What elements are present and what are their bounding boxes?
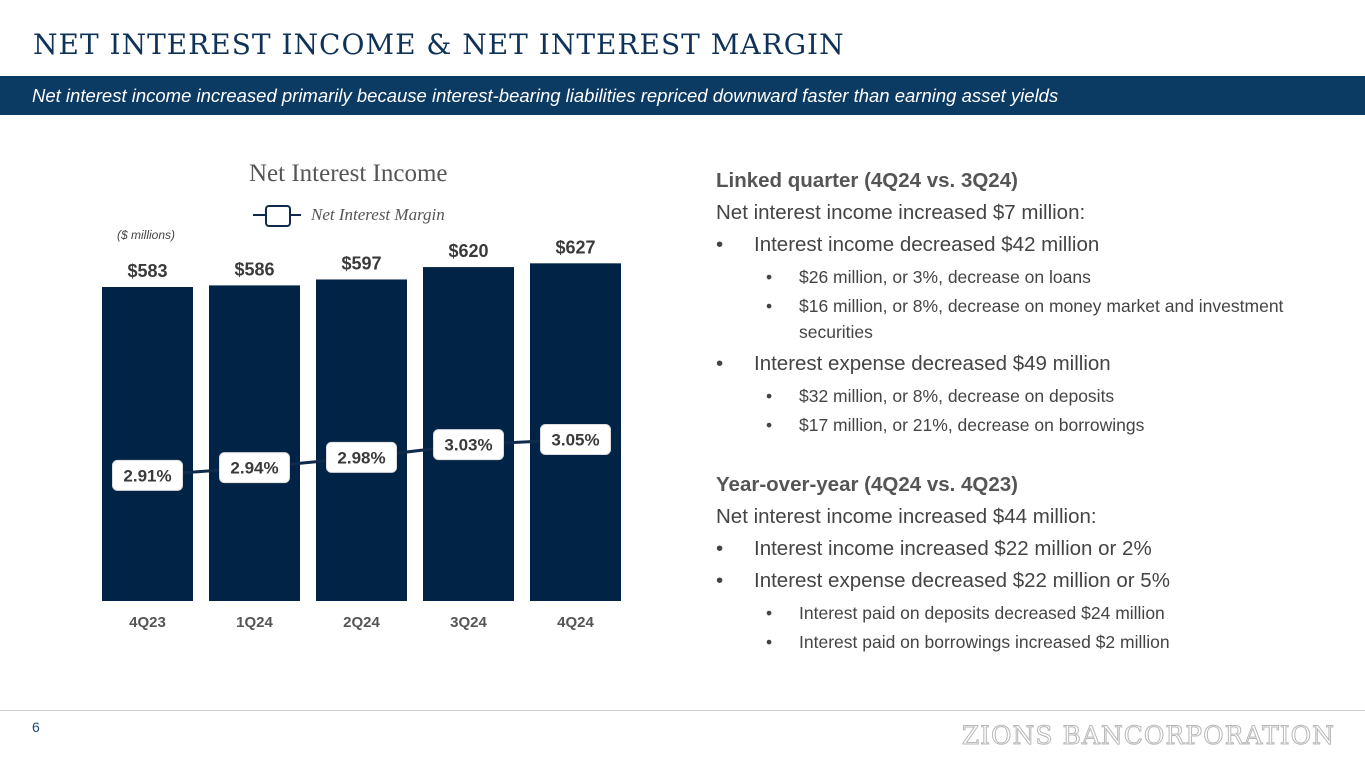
company-logo: ZIONS BANCORPORATION [961, 721, 1335, 751]
bar-value-label: $583 [127, 261, 167, 281]
chart-title: Net Interest Income [249, 160, 448, 187]
bar-value-label: $627 [555, 237, 595, 257]
margin-label-box [433, 429, 504, 461]
sub-bullet-item: Interest paid on deposits decreased $24 … [716, 600, 1336, 626]
x-tick-label: 2Q24 [343, 614, 380, 631]
margin-label-box [326, 441, 397, 473]
chart-canvas: $583 4Q23 $586 1Q24 $597 2Q24 $620 3Q24 $627 4Q24… [102, 237, 621, 631]
bar-4Q23 [102, 287, 193, 601]
bullet-item: Interest expense decreased $49 million [716, 348, 1336, 380]
margin-value-label: 2.91% [123, 466, 171, 485]
legend-label-net-interest-margin: Net Interest Margin [311, 205, 445, 224]
sub-bullet-item: Interest paid on borrowings increased $2… [716, 629, 1336, 655]
linked-quarter-heading: Linked quarter (4Q24 vs. 3Q24) [716, 169, 1018, 192]
footer-divider [0, 710, 1365, 711]
sub-bullet-item: $16 million, or 8%, decrease on money ma… [716, 293, 1336, 345]
margin-label-box [219, 452, 290, 484]
x-tick-label: 3Q24 [450, 614, 487, 631]
page-number: 6 [32, 719, 40, 735]
subtitle-text: Net interest income increased primarily … [32, 85, 1059, 106]
bullet-item: Interest expense decreased $22 million o… [716, 565, 1336, 597]
margin-value-label: 2.94% [230, 459, 278, 478]
margin-label-box [540, 423, 611, 455]
x-tick-label: 4Q24 [557, 614, 594, 631]
year-over-year-section: Year-over-year (4Q24 vs. 4Q23) Net inter… [716, 470, 1336, 655]
x-tick-label: 4Q23 [129, 614, 166, 631]
bar-value-label: $597 [341, 253, 381, 273]
margin-value-label: 2.98% [337, 448, 385, 467]
year-over-year-heading: Year-over-year (4Q24 vs. 4Q23) [716, 473, 1018, 496]
sub-bullet-item: $32 million, or 8%, decrease on deposits [716, 383, 1336, 409]
bar-1Q24 [209, 285, 300, 601]
x-tick-label: 1Q24 [236, 614, 273, 631]
chart-legend: Net Interest Margin [253, 201, 493, 229]
linked-quarter-lead: Net interest income increased $7 million… [716, 201, 1086, 224]
bar-value-label: $620 [448, 241, 488, 261]
margin-value-label: 3.05% [551, 430, 599, 449]
slide-title: NET INTEREST INCOME & NET INTEREST MARGI… [33, 28, 845, 61]
margin-label-box [112, 459, 183, 491]
bar-value-label: $586 [234, 259, 274, 279]
year-over-year-lead: Net interest income increased $44 millio… [716, 505, 1097, 528]
bullet-item: Interest income increased $22 million or… [716, 533, 1336, 565]
commentary-panel: Linked quarter (4Q24 vs. 3Q24) Net inter… [716, 166, 1336, 658]
sub-bullet-item: $17 million, or 21%, decrease on borrowi… [716, 412, 1336, 438]
margin-value-label: 3.03% [444, 436, 492, 455]
sub-bullet-item: $26 million, or 3%, decrease on loans [716, 264, 1336, 290]
legend-box-marker [265, 205, 291, 227]
bullet-item: Interest income decreased $42 million [716, 229, 1336, 261]
units-note: ($ millions) [117, 228, 176, 242]
bar-2Q24 [316, 279, 407, 601]
subtitle-banner: Net interest income increased primarily … [0, 76, 1365, 115]
linked-quarter-section: Linked quarter (4Q24 vs. 3Q24) Net inter… [716, 166, 1336, 438]
